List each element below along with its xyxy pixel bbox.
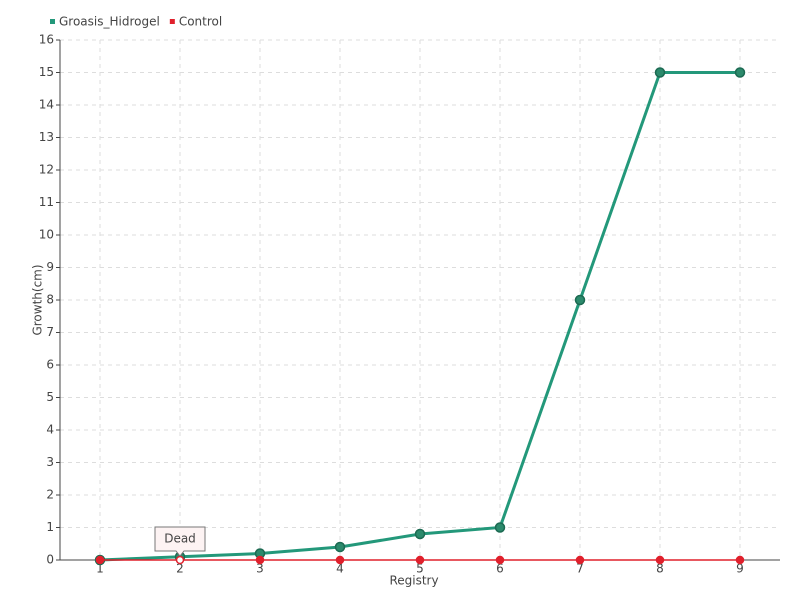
y-tick-label: 1 bbox=[46, 520, 54, 534]
x-tick-label: 9 bbox=[736, 562, 744, 576]
y-tick-label: 14 bbox=[39, 98, 54, 112]
y-tick-label: 15 bbox=[39, 65, 54, 79]
data-point bbox=[734, 67, 746, 78]
x-tick-label: 3 bbox=[256, 562, 264, 576]
x-tick-label: 1 bbox=[96, 562, 104, 576]
y-tick-label: 4 bbox=[46, 423, 54, 437]
legend-label: Groasis_Hidrogel bbox=[59, 15, 160, 29]
y-tick-label: 2 bbox=[46, 488, 54, 502]
data-point bbox=[495, 555, 505, 565]
y-tick-label: 12 bbox=[39, 163, 54, 177]
x-axis-label: Registry bbox=[389, 574, 438, 588]
y-tick-label: 0 bbox=[46, 553, 54, 567]
data-point bbox=[334, 541, 346, 553]
y-tick-label: 3 bbox=[46, 455, 54, 469]
data-point bbox=[575, 555, 585, 565]
legend-swatch bbox=[169, 19, 175, 24]
y-tick-label: 13 bbox=[39, 130, 54, 144]
legend-label: Control bbox=[179, 15, 222, 29]
x-tick-label: 5 bbox=[416, 562, 424, 576]
y-tick-label: 11 bbox=[39, 195, 54, 209]
y-axis-label: Growth(cm) bbox=[31, 264, 45, 335]
data-point bbox=[654, 67, 666, 78]
annotation-box bbox=[154, 526, 206, 557]
data-point bbox=[255, 555, 265, 565]
y-tick-label: 10 bbox=[39, 228, 54, 242]
y-tick-label: 8 bbox=[46, 293, 54, 307]
data-point bbox=[175, 555, 185, 565]
y-tick-label: 16 bbox=[39, 33, 54, 47]
data-point bbox=[574, 294, 586, 306]
x-tick-label: 6 bbox=[496, 562, 504, 576]
x-tick-label: 7 bbox=[576, 562, 584, 576]
data-point bbox=[735, 555, 745, 565]
legend-swatch bbox=[50, 19, 55, 24]
y-tick-label: 5 bbox=[46, 390, 54, 404]
x-tick-label: 2 bbox=[176, 562, 184, 576]
data-point bbox=[415, 555, 425, 565]
y-tick-label: 7 bbox=[46, 325, 54, 339]
data-point bbox=[335, 555, 345, 565]
x-tick-label: 8 bbox=[656, 562, 664, 576]
data-point bbox=[95, 555, 105, 565]
y-tick-label: 9 bbox=[46, 260, 54, 274]
data-point bbox=[655, 555, 665, 565]
annotation-text: Dead bbox=[164, 532, 196, 546]
data-point bbox=[494, 522, 506, 533]
y-tick-label: 6 bbox=[46, 358, 54, 372]
x-tick-label: 4 bbox=[336, 562, 344, 576]
data-point bbox=[414, 528, 426, 540]
